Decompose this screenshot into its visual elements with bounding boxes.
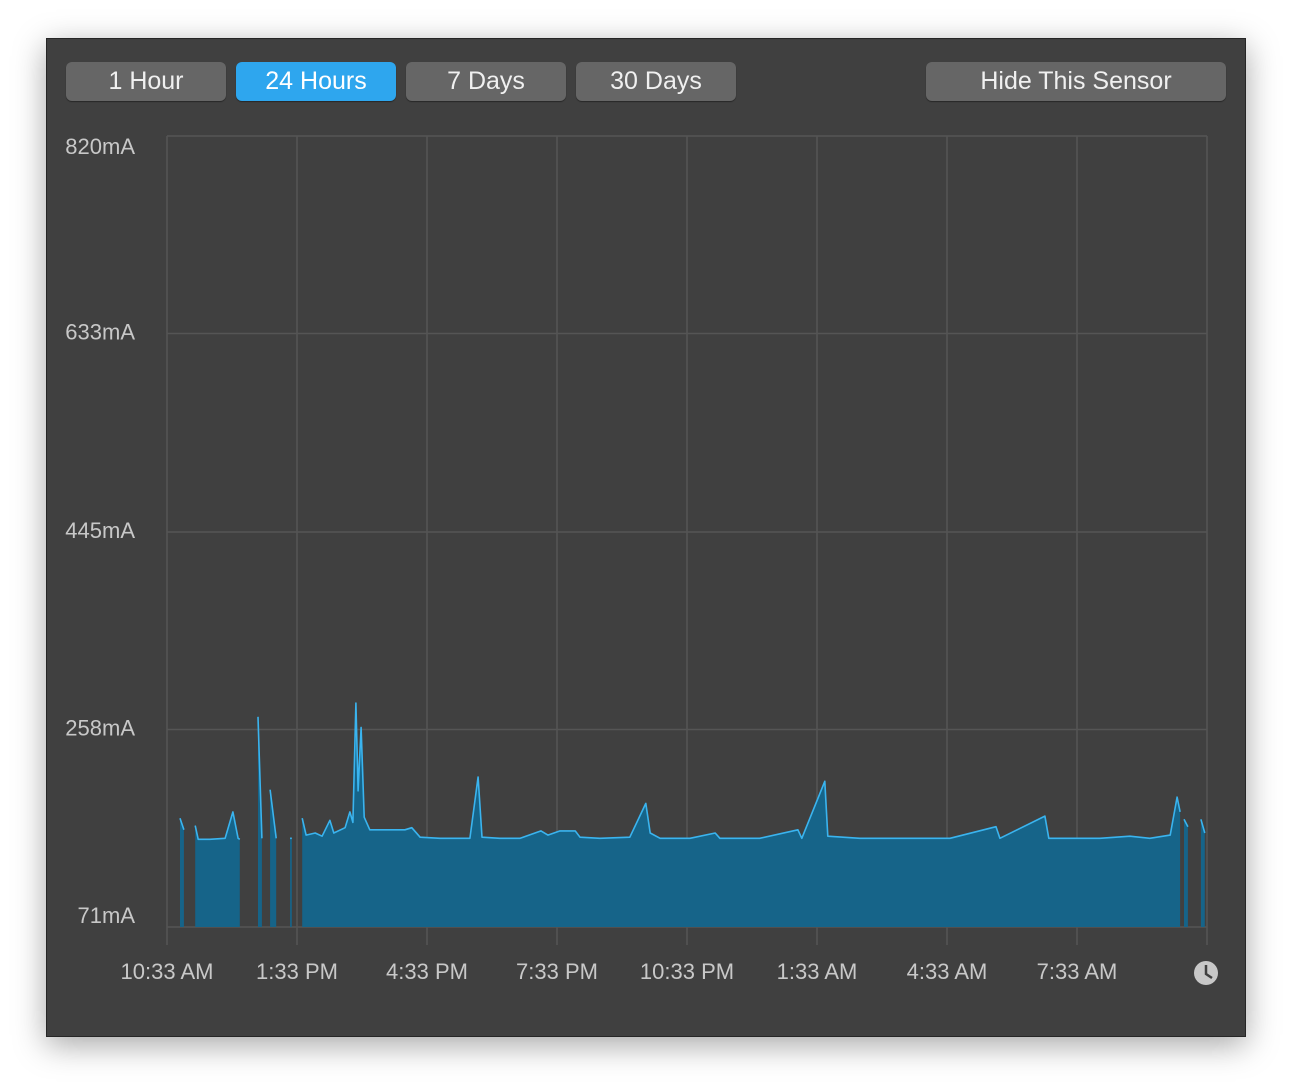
x-tick-label: 4:33 PM: [386, 959, 468, 984]
y-tick-label: 445mA: [65, 518, 135, 543]
y-tick-label: 820mA: [65, 134, 135, 159]
y-tick-label: 633mA: [65, 319, 135, 344]
x-tick-label: 10:33 AM: [121, 959, 214, 984]
range-button[interactable]: 24 Hours: [236, 62, 396, 101]
x-tick-label: 7:33 AM: [1037, 959, 1118, 984]
clock-icon: [1194, 961, 1218, 985]
range-button[interactable]: 7 Days: [406, 62, 566, 101]
x-tick-label: 1:33 AM: [777, 959, 858, 984]
hide-sensor-button[interactable]: Hide This Sensor: [926, 62, 1226, 101]
x-tick-label: 1:33 PM: [256, 959, 338, 984]
x-tick-label: 4:33 AM: [907, 959, 988, 984]
y-tick-label: 71mA: [78, 903, 136, 928]
range-button[interactable]: 30 Days: [576, 62, 736, 101]
range-button[interactable]: 1 Hour: [66, 62, 226, 101]
line: [179, 702, 1206, 841]
x-tick-label: 7:33 PM: [516, 959, 598, 984]
x-tick-label: 10:33 PM: [640, 959, 734, 984]
area: [180, 703, 1205, 927]
y-tick-label: 258mA: [65, 715, 135, 740]
